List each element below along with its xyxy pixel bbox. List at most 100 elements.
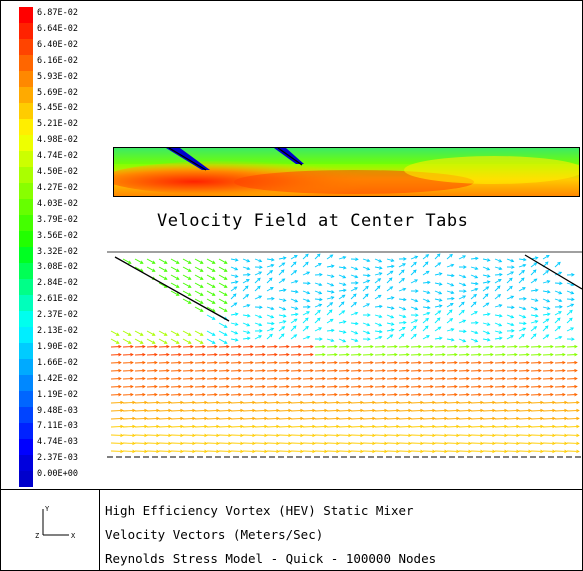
velocity-vector <box>194 417 208 420</box>
velocity-vector-head <box>228 441 232 446</box>
velocity-vector-head <box>234 267 239 271</box>
velocity-vector-head <box>468 449 472 454</box>
velocity-vector <box>218 425 232 428</box>
velocity-vector <box>338 330 346 333</box>
velocity-vector-head <box>166 360 170 365</box>
velocity-vector <box>458 282 466 286</box>
velocity-vector <box>242 258 250 263</box>
velocity-vector-head <box>442 352 446 357</box>
velocity-vector <box>338 274 346 279</box>
velocity-vector-head <box>408 408 412 413</box>
velocity-vector <box>278 401 292 404</box>
velocity-vector <box>410 325 417 332</box>
velocity-vector <box>410 279 418 284</box>
velocity-vector <box>470 266 478 270</box>
velocity-vector-head <box>204 408 208 413</box>
velocity-vector-head <box>264 433 268 438</box>
velocity-vector-head <box>226 392 230 397</box>
velocity-vector <box>158 401 172 404</box>
velocity-vector <box>206 290 216 296</box>
velocity-vector <box>542 425 556 428</box>
velocity-vector-head <box>274 368 278 373</box>
velocity-vector-head <box>378 314 383 319</box>
velocity-vector-head <box>564 449 568 454</box>
velocity-vector-head <box>354 311 359 316</box>
velocity-vector <box>278 262 285 268</box>
velocity-vector <box>254 271 262 276</box>
velocity-vector <box>266 425 280 428</box>
legend-swatch <box>19 151 33 168</box>
velocity-vector-head <box>574 352 578 357</box>
velocity-vector-head <box>286 360 290 365</box>
velocity-vector <box>242 322 250 327</box>
velocity-vector-head <box>414 306 419 311</box>
velocity-vector-head <box>178 344 182 349</box>
velocity-vector-head <box>511 265 515 269</box>
velocity-vector-head <box>223 324 228 328</box>
velocity-vector-head <box>504 408 508 413</box>
velocity-vector-head <box>509 285 513 290</box>
velocity-vector-head <box>466 368 470 373</box>
velocity-vector <box>242 314 250 317</box>
velocity-vector <box>218 274 228 280</box>
velocity-vector-head <box>166 344 170 349</box>
velocity-vector-head <box>430 384 434 389</box>
velocity-vector-head <box>211 284 216 288</box>
velocity-vector-head <box>324 424 328 429</box>
velocity-vector <box>422 298 430 303</box>
velocity-vector-head <box>281 278 286 282</box>
velocity-vector <box>398 288 406 292</box>
velocity-vector <box>134 425 148 428</box>
velocity-vector-head <box>414 319 419 323</box>
velocity-vector-head <box>336 441 340 446</box>
velocity-vector-head <box>180 416 184 421</box>
velocity-vector <box>218 417 232 420</box>
velocity-vector-head <box>358 360 362 365</box>
velocity-vector <box>326 409 340 412</box>
velocity-vector <box>302 261 309 268</box>
velocity-vector <box>542 417 556 420</box>
velocity-vector-head <box>312 424 316 429</box>
velocity-vector <box>302 253 309 260</box>
velocity-vector-head <box>520 277 525 282</box>
velocity-vector <box>398 263 406 268</box>
velocity-vector-head <box>372 408 376 413</box>
velocity-vector-head <box>538 344 542 349</box>
velocity-vector <box>506 277 513 284</box>
velocity-vector-head <box>366 330 371 335</box>
velocity-vector-head <box>462 274 467 279</box>
velocity-vector-head <box>372 424 376 429</box>
velocity-vector-head <box>168 441 172 446</box>
velocity-vector-head <box>214 376 218 381</box>
velocity-vector <box>110 330 120 336</box>
velocity-vector-head <box>456 408 460 413</box>
velocity-vector-head <box>276 416 280 421</box>
velocity-vector-head <box>526 392 530 397</box>
velocity-vector-head <box>250 368 254 373</box>
velocity-vector-head <box>199 268 204 272</box>
velocity-vector <box>338 289 346 292</box>
velocity-vector-head <box>168 400 172 405</box>
velocity-vector-head <box>334 368 338 373</box>
velocity-vector-head <box>396 400 400 405</box>
velocity-vector <box>350 401 364 404</box>
velocity-vector-head <box>286 368 290 373</box>
velocity-vector-head <box>370 352 374 357</box>
velocity-vector <box>542 325 549 332</box>
velocity-vector-head <box>306 311 310 315</box>
legend-swatch <box>19 439 33 456</box>
velocity-vector <box>290 280 298 284</box>
velocity-vector-head <box>538 368 542 373</box>
velocity-vector-head <box>346 352 350 357</box>
velocity-vector-head <box>156 416 160 421</box>
velocity-vector-head <box>281 262 286 266</box>
velocity-vector-head <box>394 392 398 397</box>
velocity-vector <box>494 337 502 340</box>
velocity-vector <box>350 287 358 292</box>
legend-swatch <box>19 247 33 264</box>
velocity-vector <box>494 322 502 327</box>
velocity-vector-head <box>258 295 263 299</box>
velocity-vector <box>386 329 394 332</box>
velocity-vector <box>194 298 204 304</box>
velocity-vector-head <box>564 416 568 421</box>
